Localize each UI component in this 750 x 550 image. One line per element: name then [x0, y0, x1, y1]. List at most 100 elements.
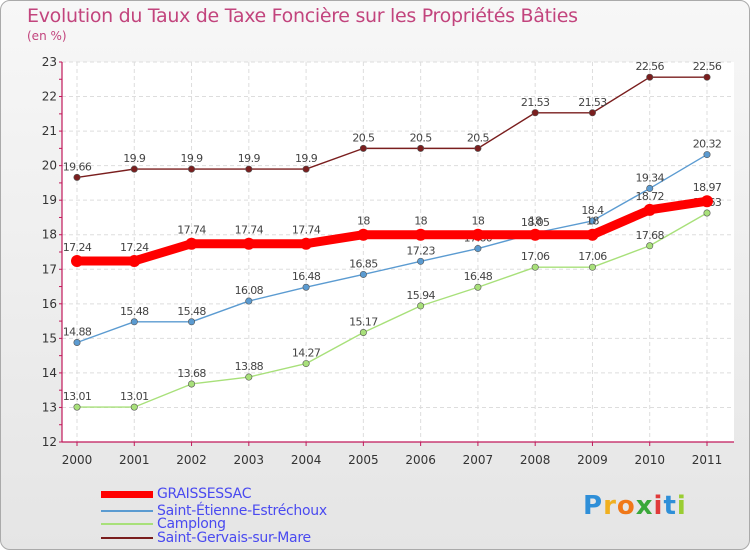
data-label: 18.97: [693, 181, 722, 194]
data-point: [242, 237, 255, 250]
y-tick-label: 23: [42, 55, 57, 69]
data-point: [302, 360, 310, 368]
data-point: [417, 144, 425, 152]
logo-letter: i: [676, 491, 687, 521]
data-point: [73, 339, 81, 347]
data-point: [188, 380, 196, 388]
logo-letter: o: [616, 491, 636, 521]
data-point: [531, 263, 539, 271]
data-label: 18: [586, 215, 599, 228]
data-label: 20.5: [467, 131, 490, 144]
data-label: 19.34: [635, 171, 664, 184]
data-point: [73, 173, 81, 181]
data-point: [646, 73, 654, 81]
data-label: 15.48: [120, 305, 149, 318]
data-point: [703, 73, 711, 81]
data-label: 20.5: [410, 131, 433, 144]
data-point: [471, 228, 484, 241]
y-tick-label: 13: [42, 400, 57, 414]
y-tick-label: 20: [42, 159, 57, 173]
data-label: 18.4: [581, 204, 604, 217]
data-label: 17.74: [177, 224, 206, 237]
data-label: 22.56: [635, 60, 664, 73]
data-label: 16.08: [235, 284, 264, 297]
series-line: [77, 212, 708, 408]
series-line: [77, 196, 708, 266]
data-point: [359, 328, 367, 336]
logo-letter: t: [663, 491, 677, 521]
data-point: [245, 297, 253, 305]
data-point: [357, 228, 370, 241]
data-label: 18: [529, 215, 542, 228]
data-point: [646, 184, 654, 192]
legend-label: Saint-Étienne-Estréchoux: [157, 503, 327, 519]
data-point: [359, 270, 367, 278]
data-label: 13.88: [235, 360, 264, 373]
data-point: [646, 242, 654, 250]
data-label: 15.17: [349, 315, 378, 328]
legend-swatch: [101, 537, 153, 539]
data-point: [703, 151, 711, 159]
data-label: 19.9: [238, 152, 261, 165]
data-label: 15.94: [406, 289, 435, 302]
data-label: 15.48: [177, 305, 206, 318]
data-label: 17.06: [521, 250, 550, 263]
data-point: [414, 228, 427, 241]
y-tick-label: 15: [42, 331, 57, 345]
data-point: [529, 228, 542, 241]
x-tick-label: 2011: [692, 453, 723, 467]
y-tick-label: 16: [42, 297, 57, 311]
data-label: 17.06: [578, 250, 607, 263]
data-point: [474, 245, 482, 253]
x-tick-label: 2008: [520, 453, 551, 467]
y-tick-label: 19: [42, 193, 57, 207]
data-point: [185, 237, 198, 250]
data-label: 18.72: [635, 190, 664, 203]
data-point: [302, 283, 310, 291]
data-point: [188, 318, 196, 326]
data-point: [531, 109, 539, 117]
y-tick-label: 22: [42, 90, 57, 104]
series-line: [76, 153, 708, 344]
y-tick-label: 14: [42, 366, 57, 380]
data-label: 16.48: [292, 270, 321, 283]
data-label: 13.01: [120, 390, 149, 403]
data-point: [73, 403, 81, 411]
y-tick-label: 12: [42, 435, 57, 449]
legend-item-camplong: Camplong: [101, 516, 226, 532]
data-point: [188, 165, 196, 173]
data-point: [302, 165, 310, 173]
data-label: 20.32: [693, 138, 722, 151]
legend-swatch: [101, 490, 153, 498]
data-label: 21.53: [578, 96, 607, 109]
x-tick-label: 2003: [234, 453, 265, 467]
data-point: [703, 209, 711, 217]
data-label: 19.9: [295, 152, 318, 165]
data-label: 18: [414, 215, 427, 228]
proxiti-logo: Proxiti: [583, 491, 687, 521]
x-tick-label: 2000: [62, 453, 93, 467]
series-line: [76, 76, 707, 179]
data-point: [417, 257, 425, 265]
x-tick-label: 2002: [176, 453, 207, 467]
data-label: 18: [472, 215, 485, 228]
legend-item-saint-gervais: Saint-Gervais-sur-Mare: [101, 530, 311, 546]
data-point: [586, 228, 599, 241]
x-tick-label: 2010: [634, 453, 665, 467]
data-point: [245, 373, 253, 381]
legend-label: GRAISSESSAC: [157, 486, 252, 502]
data-label: 14.88: [63, 326, 92, 339]
data-label: 17.24: [63, 241, 92, 254]
data-point: [130, 403, 138, 411]
data-point: [245, 165, 253, 173]
data-point: [474, 144, 482, 152]
data-label: 13.68: [177, 367, 206, 380]
logo-letter: x: [635, 491, 654, 521]
legend-item-graissessac: GRAISSESSAC: [101, 486, 252, 502]
y-tick-label: 17: [42, 262, 57, 276]
data-label: 17.74: [292, 224, 321, 237]
data-point: [130, 165, 138, 173]
data-label: 21.53: [521, 96, 550, 109]
